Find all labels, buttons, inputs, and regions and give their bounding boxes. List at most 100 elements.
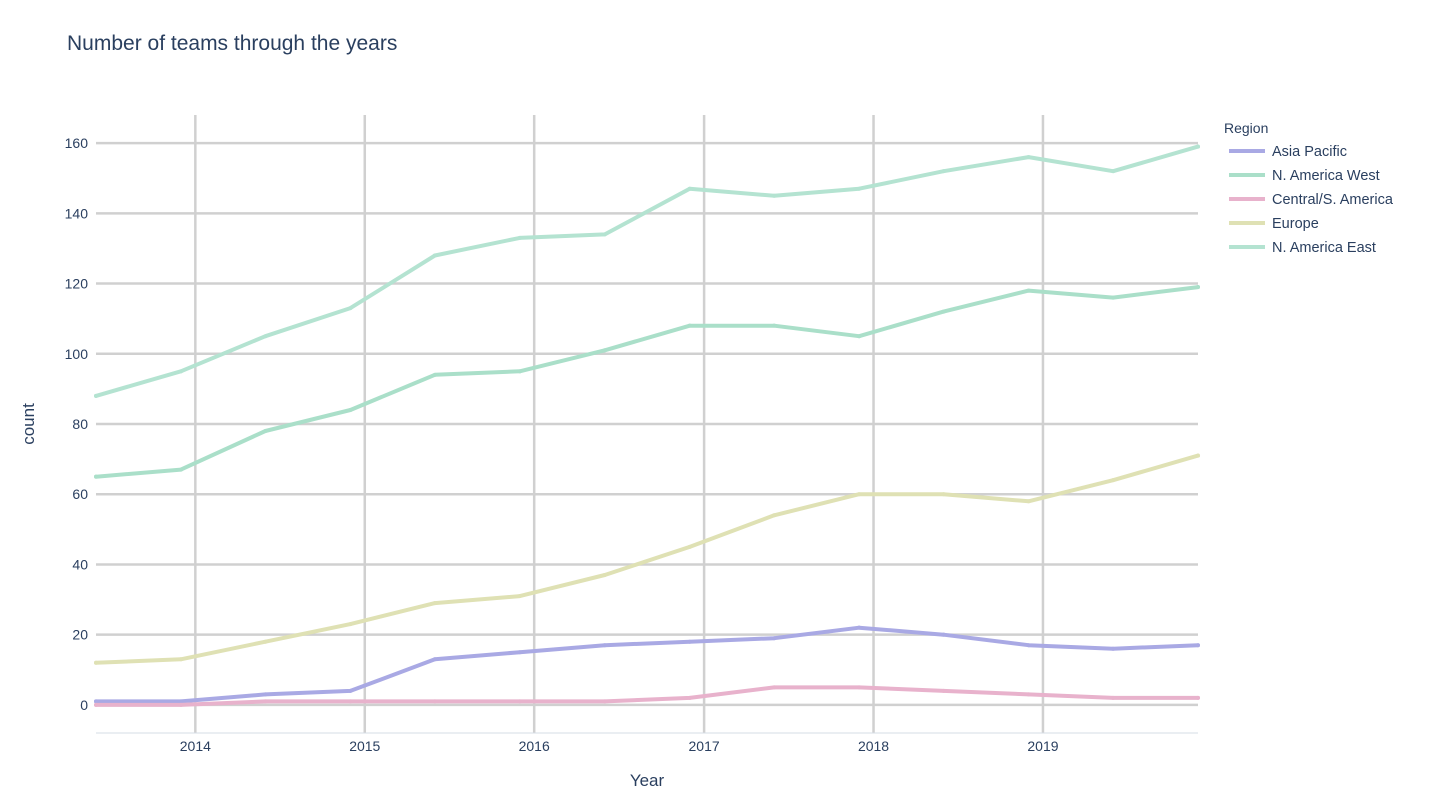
data-point-europe [1196,453,1200,458]
data-point-n-america-west [178,467,183,472]
y-axis-title: count [19,403,38,445]
data-point-n-america-east [772,193,777,198]
data-point-asia-pacific [941,632,946,637]
data-point-central-s-america [772,685,777,690]
series-line-central-s-america [94,685,1200,707]
data-point-n-america-east [857,186,862,191]
series-asia-pacific [94,625,1200,704]
series-line-europe [94,453,1200,665]
y-tick-label: 160 [65,135,89,151]
data-point-europe [94,660,98,665]
data-point-n-america-east [687,186,692,191]
data-point-central-s-america [602,699,607,704]
legend-item-asia-pacific[interactable]: Asia Pacific [1229,144,1347,160]
y-tick-label: 20 [72,627,88,643]
data-point-asia-pacific [602,643,607,648]
data-point-asia-pacific [1196,643,1200,648]
gridlines [96,115,1198,733]
legend-title: Region [1224,120,1268,136]
data-point-europe [263,639,268,644]
data-point-central-s-america [1026,692,1031,697]
data-point-central-s-america [857,685,862,690]
data-point-central-s-america [263,699,268,704]
data-point-n-america-east [1196,144,1200,149]
legend-label: N. America West [1272,168,1380,184]
data-point-asia-pacific [857,625,862,630]
x-tick-label: 2018 [858,738,889,754]
legend-label: Central/S. America [1272,192,1394,208]
y-tick-label: 40 [72,556,88,572]
data-point-n-america-east [348,306,353,311]
data-point-asia-pacific [1111,646,1116,651]
legend-item-n-america-east[interactable]: N. America East [1229,240,1376,256]
data-point-asia-pacific [94,699,98,704]
data-point-n-america-west [941,309,946,314]
data-point-europe [857,492,862,497]
data-point-asia-pacific [1026,643,1031,648]
y-tick-label: 140 [65,205,89,221]
legend-label: N. America East [1272,240,1376,256]
series-europe [94,453,1200,665]
y-tick-label: 60 [72,486,88,502]
data-point-n-america-west [1026,288,1031,293]
data-point-n-america-west [432,372,437,377]
data-point-asia-pacific [178,699,183,704]
data-point-europe [517,594,522,599]
legend-label: Asia Pacific [1272,144,1347,160]
legend-item-central-s-america[interactable]: Central/S. America [1229,192,1394,208]
y-tick-label: 100 [65,346,89,362]
data-point-europe [432,601,437,606]
data-point-central-s-america [432,699,437,704]
legend-label: Europe [1272,216,1319,232]
x-axis-title: Year [630,771,665,790]
data-point-asia-pacific [687,639,692,644]
legend-item-n-america-west[interactable]: N. America West [1229,168,1380,184]
data-point-europe [178,657,183,662]
data-point-central-s-america [1111,695,1116,700]
x-tick-label: 2014 [180,738,211,754]
series-central-s-america [94,685,1200,707]
x-tick-label: 2019 [1027,738,1058,754]
data-point-n-america-east [602,232,607,237]
data-point-asia-pacific [348,688,353,693]
data-point-n-america-west [348,407,353,412]
legend: Region Asia Pacific N. America West Centra… [1224,120,1394,256]
data-point-n-america-east [941,169,946,174]
tick-labels: 0 20 40 60 80 100 120 140 160 2014 2015 2016 2017 201… [65,135,1059,754]
series-line-n-america-east [94,144,1200,398]
series-line-n-america-west [94,285,1200,479]
data-point-asia-pacific [772,636,777,641]
data-point-n-america-west [94,474,98,479]
data-point-central-s-america [94,702,98,707]
data-point-n-america-east [517,235,522,240]
y-tick-label: 120 [65,276,89,292]
series-lines [94,144,1200,707]
data-point-central-s-america [178,702,183,707]
x-tick-label: 2017 [689,738,720,754]
data-point-n-america-west [687,323,692,328]
data-point-n-america-west [1111,295,1116,300]
data-point-europe [602,572,607,577]
data-point-central-s-america [1196,695,1200,700]
data-point-n-america-east [432,253,437,258]
y-tick-label: 0 [80,697,88,713]
data-point-europe [687,544,692,549]
data-point-central-s-america [348,699,353,704]
data-point-n-america-east [263,334,268,339]
data-point-n-america-east [94,393,98,398]
data-point-europe [1111,478,1116,483]
data-point-asia-pacific [263,692,268,697]
data-point-n-america-west [857,334,862,339]
chart-title: Number of teams through the years [67,32,397,55]
data-point-n-america-west [1196,285,1200,290]
data-point-n-america-east [1111,169,1116,174]
data-point-n-america-west [772,323,777,328]
legend-item-europe[interactable]: Europe [1229,216,1319,232]
data-point-europe [772,513,777,518]
data-point-europe [1026,499,1031,504]
data-point-central-s-america [687,695,692,700]
data-point-n-america-west [602,348,607,353]
data-point-central-s-america [941,688,946,693]
series-line-asia-pacific [94,625,1200,704]
